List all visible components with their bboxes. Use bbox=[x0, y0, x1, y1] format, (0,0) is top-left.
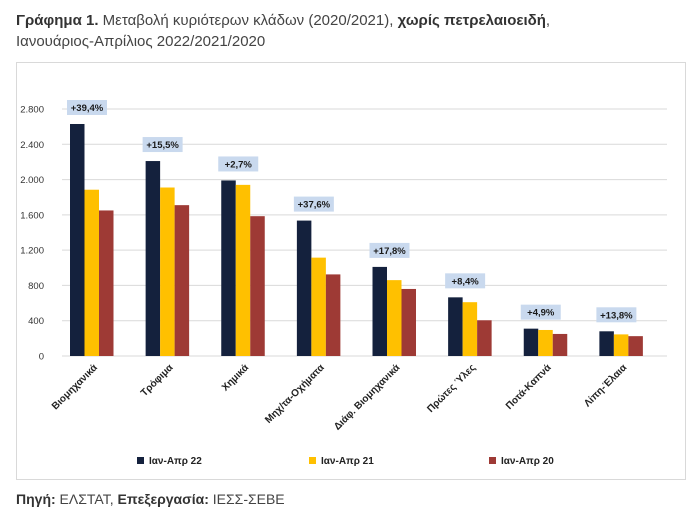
title-qualifier: χωρίς πετρελαιοειδή bbox=[397, 12, 546, 29]
bar bbox=[372, 266, 387, 356]
category-label: Ποτά-Καπνά bbox=[504, 362, 554, 412]
bar bbox=[160, 187, 175, 356]
legend-label: Ιαν-Απρ 20 bbox=[501, 456, 554, 467]
y-tick-label: 1.200 bbox=[20, 246, 44, 257]
title-figure-number: Γράφημα 1. bbox=[16, 12, 99, 29]
annotation-box bbox=[293, 196, 334, 212]
annotation-box bbox=[369, 242, 410, 258]
annotation-label: +2,7% bbox=[225, 159, 253, 170]
category-label: Βιομηχανικά bbox=[50, 362, 101, 413]
bar bbox=[99, 210, 114, 356]
y-tick-label: 1.600 bbox=[20, 210, 44, 221]
annotation-label: +13,8% bbox=[600, 310, 633, 321]
bar bbox=[145, 161, 161, 356]
source-value: ΕΛΣΤΑΤ, bbox=[55, 491, 118, 507]
annotation-box bbox=[445, 273, 486, 289]
x-axis-labels: Βιομηχανικά Τρόφιμα Χημικά Μηχ/τα-Οχήματα Δι… bbox=[50, 362, 630, 433]
y-tick-label: 2.400 bbox=[20, 140, 44, 151]
bar bbox=[628, 336, 643, 356]
legend: Ιαν-Απρ 22 Ιαν-Απρ 21 Ιαν-Απρ 20 bbox=[137, 456, 554, 467]
title-main: Μεταβολή κυριότερων κλάδων (2020/2021), bbox=[98, 12, 398, 29]
annotation-label: +17,8% bbox=[373, 246, 406, 257]
annotation-box bbox=[596, 307, 637, 323]
chart-frame: 0 400 800 1.200 1.600 2.000 2.400 2.800 +39,4% +… bbox=[16, 62, 686, 480]
legend-label: Ιαν-Απρ 21 bbox=[321, 456, 374, 467]
annotation-label: +8,4% bbox=[452, 276, 480, 287]
y-axis-ticks: 0 400 800 1.200 1.600 2.000 2.400 2.800 bbox=[20, 105, 44, 363]
source-note: Πηγή: ΕΛΣΤΑΤ, Επεξεργασία: ΙΕΣΣ-ΣΕΒΕ bbox=[16, 491, 285, 507]
bar bbox=[538, 329, 553, 356]
y-tick-label: 800 bbox=[28, 281, 44, 292]
category-label: Πρώτες Ύλες bbox=[425, 362, 478, 415]
category-label: Διάφ. Βιομηχανικά bbox=[332, 362, 403, 433]
annotation-label: +37,6% bbox=[298, 200, 331, 211]
bar bbox=[462, 302, 478, 356]
annotation-label: +39,4% bbox=[71, 103, 104, 114]
source-label: Πηγή: bbox=[16, 491, 56, 507]
bar bbox=[174, 205, 190, 356]
y-tick-label: 2.000 bbox=[20, 175, 44, 186]
bar bbox=[599, 331, 614, 356]
processing-label: Επεξεργασία: bbox=[117, 491, 209, 507]
y-tick-label: 400 bbox=[28, 316, 44, 327]
annotation-label: +15,5% bbox=[146, 140, 179, 151]
bar bbox=[401, 288, 416, 356]
category-label: Μηχ/τα-Οχήματα bbox=[263, 362, 327, 426]
title-comma: , bbox=[545, 12, 551, 29]
bar bbox=[613, 334, 629, 356]
legend-swatch bbox=[137, 457, 144, 464]
bar bbox=[325, 274, 341, 356]
category-label: Λίπη-Έλαια bbox=[582, 362, 630, 410]
annotation-box bbox=[142, 137, 183, 153]
bar bbox=[477, 320, 492, 356]
bar bbox=[250, 216, 265, 356]
bars-layer bbox=[70, 123, 643, 356]
y-tick-label: 0 bbox=[39, 352, 44, 363]
legend-label: Ιαν-Απρ 22 bbox=[149, 456, 202, 467]
processing-value: ΙΕΣΣ-ΣΕΒΕ bbox=[208, 491, 285, 507]
chart-title: Γράφημα 1. Μεταβολή κυριότερων κλάδων (2… bbox=[16, 10, 676, 52]
bar bbox=[221, 180, 236, 356]
bar bbox=[70, 123, 85, 356]
bar bbox=[311, 257, 326, 356]
category-label: Τρόφιμα bbox=[139, 362, 176, 399]
annotation-box bbox=[218, 156, 259, 172]
bar bbox=[387, 280, 402, 356]
category-label: Χημικά bbox=[220, 362, 252, 394]
bar bbox=[523, 328, 539, 356]
legend-swatch bbox=[489, 457, 496, 464]
bar bbox=[296, 220, 312, 356]
bar bbox=[552, 333, 568, 356]
bar bbox=[84, 189, 99, 356]
annotation-box bbox=[520, 304, 561, 320]
y-tick-label: 2.800 bbox=[20, 105, 44, 116]
legend-swatch bbox=[309, 457, 316, 464]
annotation-label: +4,9% bbox=[527, 308, 555, 319]
annotations-layer: +39,4% +15,5% +2,7% +37,6% +17,8% +8,4% +4,9% +… bbox=[67, 99, 637, 323]
bar bbox=[448, 297, 463, 356]
chart-subtitle: Ιανουάριος-Απρίλιος 2022/2021/2020 bbox=[16, 33, 266, 50]
bar bbox=[235, 184, 251, 356]
annotation-box bbox=[67, 99, 107, 115]
